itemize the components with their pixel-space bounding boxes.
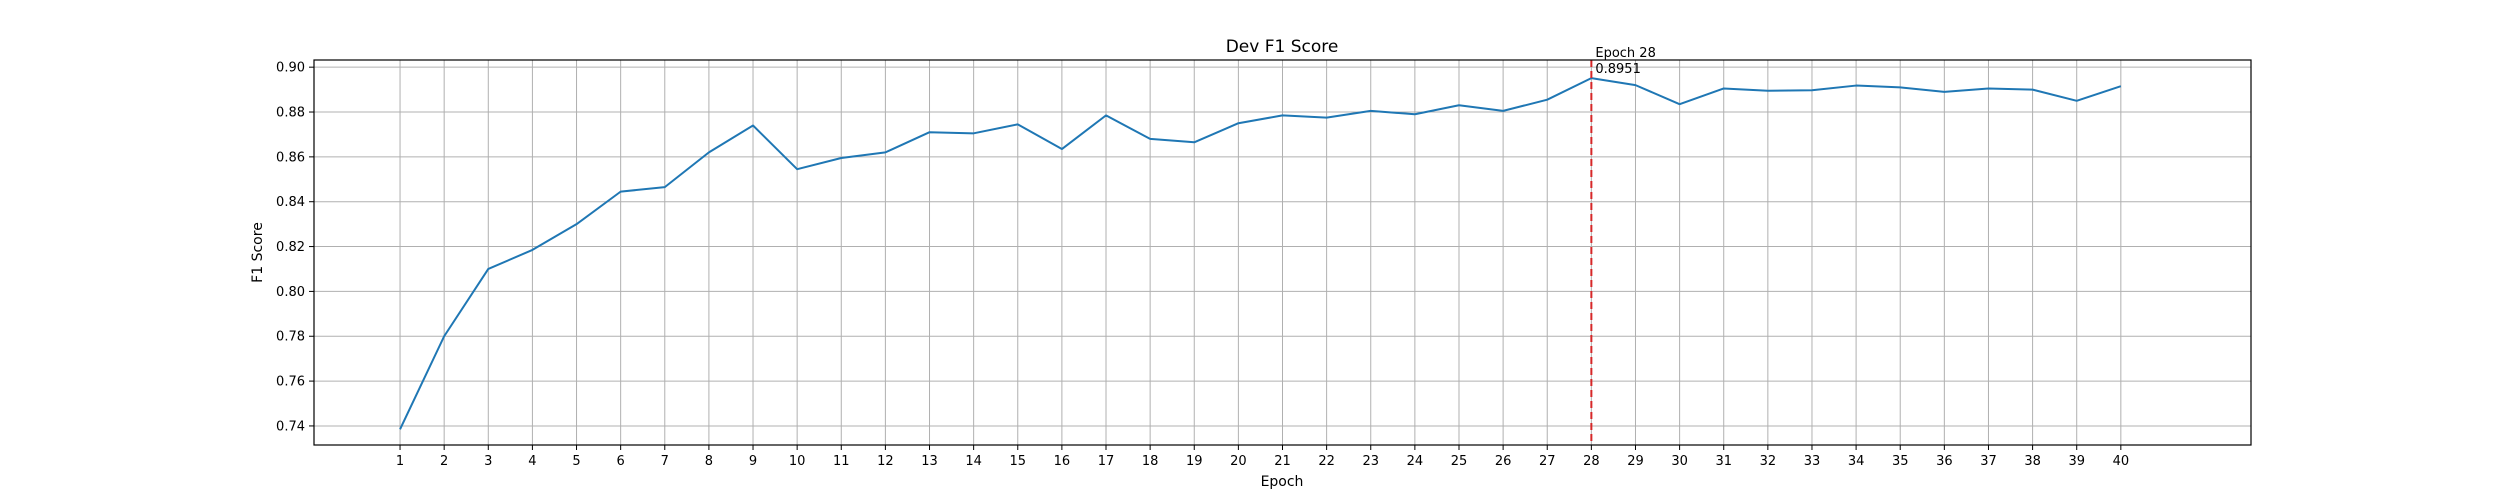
y-tick-label: 0.90 <box>276 61 305 76</box>
x-tick-label: 18 <box>1142 454 1159 469</box>
x-tick-label: 17 <box>1098 454 1115 469</box>
x-tick-label: 21 <box>1274 454 1291 469</box>
x-tick-label: 31 <box>1715 454 1732 469</box>
y-tick-label: 0.74 <box>276 419 305 434</box>
y-tick-label: 0.88 <box>276 106 305 121</box>
best-epoch-label: Epoch 28 <box>1595 46 1655 61</box>
x-tick-label: 11 <box>833 454 850 469</box>
y-tick-label: 0.80 <box>276 285 305 300</box>
x-tick-label: 8 <box>705 454 713 469</box>
x-tick-label: 24 <box>1407 454 1424 469</box>
x-tick-label: 6 <box>617 454 625 469</box>
x-tick-label: 30 <box>1671 454 1688 469</box>
x-tick-label: 23 <box>1362 454 1379 469</box>
x-tick-label: 33 <box>1804 454 1821 469</box>
y-axis-label: F1 Score <box>250 222 266 283</box>
x-tick-label: 36 <box>1936 454 1953 469</box>
x-tick-label: 40 <box>2113 454 2130 469</box>
x-tick-label: 38 <box>2024 454 2041 469</box>
x-tick-label: 32 <box>1760 454 1777 469</box>
y-tick-label: 0.84 <box>276 195 305 210</box>
x-tick-label: 2 <box>440 454 448 469</box>
x-tick-label: 29 <box>1627 454 1644 469</box>
x-tick-label: 9 <box>749 454 757 469</box>
x-tick-label: 19 <box>1186 454 1203 469</box>
x-tick-label: 5 <box>572 454 580 469</box>
x-tick-label: 12 <box>877 454 894 469</box>
x-tick-label: 16 <box>1054 454 1071 469</box>
x-tick-label: 22 <box>1318 454 1335 469</box>
x-tick-label: 28 <box>1583 454 1600 469</box>
y-tick-label: 0.76 <box>276 375 305 390</box>
x-tick-label: 10 <box>789 454 806 469</box>
x-tick-label: 13 <box>921 454 938 469</box>
x-tick-label: 15 <box>1009 454 1026 469</box>
x-tick-label: 39 <box>2068 454 2085 469</box>
x-tick-label: 25 <box>1451 454 1468 469</box>
x-tick-label: 3 <box>484 454 492 469</box>
best-score-label: 0.8951 <box>1595 62 1641 77</box>
x-tick-label: 4 <box>528 454 536 469</box>
x-tick-label: 14 <box>965 454 982 469</box>
x-tick-label: 35 <box>1892 454 1909 469</box>
x-tick-label: 7 <box>661 454 669 469</box>
x-tick-label: 34 <box>1848 454 1865 469</box>
x-tick-label: 37 <box>1980 454 1997 469</box>
x-tick-label: 1 <box>396 454 404 469</box>
y-tick-label: 0.78 <box>276 330 305 345</box>
chart-title: Dev F1 Score <box>1226 37 1339 57</box>
x-tick-label: 26 <box>1495 454 1512 469</box>
x-tick-label: 20 <box>1230 454 1247 469</box>
y-tick-label: 0.86 <box>276 150 305 165</box>
x-tick-label: 27 <box>1539 454 1556 469</box>
x-axis-label: Epoch <box>1261 474 1304 490</box>
y-tick-label: 0.82 <box>276 240 305 255</box>
